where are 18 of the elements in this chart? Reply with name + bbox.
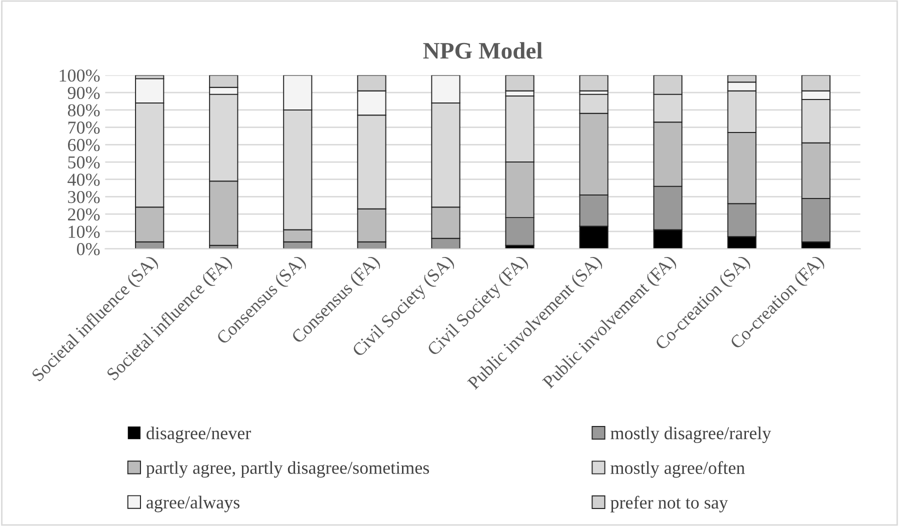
legend-label: mostly agree/often bbox=[610, 461, 745, 478]
y-tick-label: 30% bbox=[68, 190, 100, 204]
y-tick-label: 90% bbox=[68, 86, 100, 100]
y-tick-label: 100% bbox=[60, 69, 100, 82]
legend-label: agree/always bbox=[146, 496, 240, 512]
legend-label: partly agree, partly disagree/sometimes bbox=[146, 461, 430, 478]
y-tick-label: 20% bbox=[68, 208, 100, 221]
legend-label: disagree/never bbox=[146, 426, 251, 444]
y-tick-label: 50% bbox=[68, 156, 100, 169]
y-tick-label: 70% bbox=[68, 122, 100, 134]
y-tick-label: 80% bbox=[68, 104, 100, 116]
chart-title: NPG Model bbox=[423, 42, 542, 59]
y-tick-label: 60% bbox=[68, 138, 100, 152]
legend-label: prefer not to say bbox=[610, 496, 728, 512]
y-tick-label: 0% bbox=[76, 243, 100, 256]
y-tick-label: 40% bbox=[68, 174, 100, 186]
y-tick-label: 10% bbox=[68, 226, 100, 238]
legend-label: mostly disagree/rarely bbox=[610, 426, 772, 444]
